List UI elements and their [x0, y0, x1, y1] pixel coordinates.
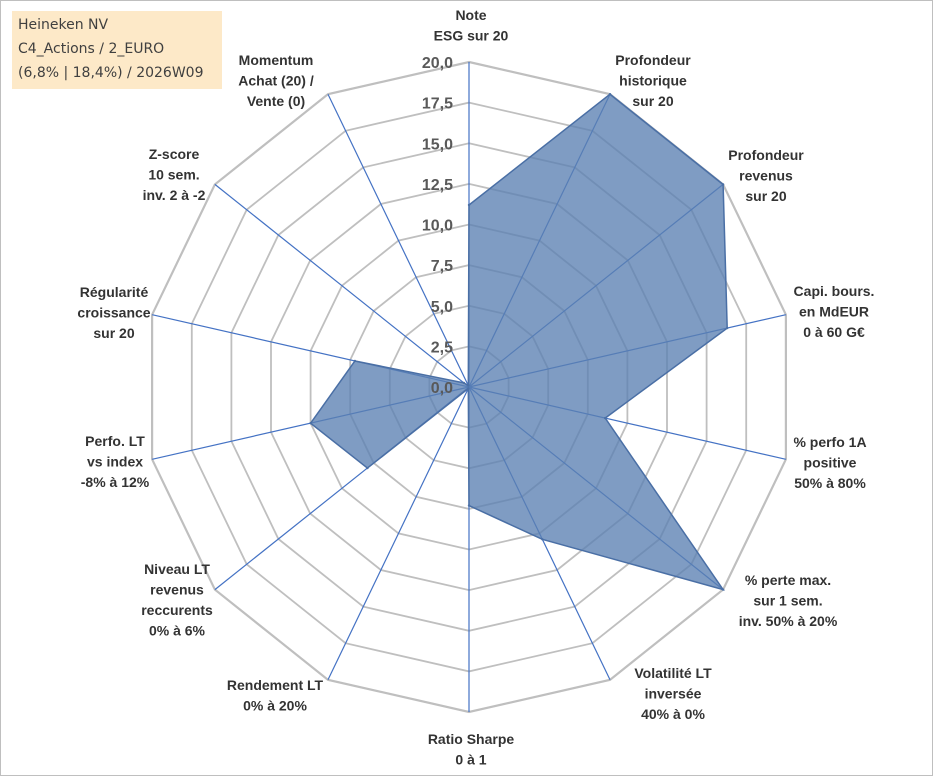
tick-label: 10,0 [422, 218, 453, 235]
axis-label: Niveau LT revenus reccurents 0% à 6% [141, 561, 213, 639]
axis-label: % perte max. sur 1 sem. inv. 50% à 20% [739, 572, 838, 629]
series-point [467, 504, 471, 507]
axis-spoke [327, 93, 470, 388]
series-point [309, 422, 312, 425]
tick-label: 20,0 [422, 55, 453, 72]
title-line-3: (6,8% | 18,4%) / 2026W09 [18, 65, 204, 81]
tick-layer: 0,0 2,5 5,0 7,5 10,0 12,5 15,0 17,5 20,0 [422, 55, 453, 397]
axis-label: Profondeur historique sur 20 [615, 52, 691, 109]
series-layer [309, 93, 729, 591]
series-point [366, 466, 369, 470]
axis-label: % perfo 1A positive 50% à 80% [793, 434, 866, 491]
tick-label: 5,0 [431, 299, 453, 316]
axis-label: Ratio Sharpe 0 à 1 [428, 731, 515, 768]
axis-label: Capi. bours. en MdEUR 0 à 60 G€ [794, 283, 875, 340]
tick-label: 12,5 [422, 177, 453, 194]
axis-label: Rendement LT 0% à 20% [227, 677, 324, 714]
axis-label: Perfo. LT vs index -8% à 12% [81, 433, 150, 490]
axis-label: Z-score 10 sem. inv. 2 à -2 [143, 146, 206, 203]
tick-label: 15,0 [422, 136, 453, 153]
title-line-2: C4_Actions / 2_EURO [18, 41, 165, 57]
series-point [353, 359, 357, 363]
axis-spoke [327, 386, 470, 681]
series-point [467, 384, 470, 387]
tick-label: 7,5 [431, 258, 453, 275]
axis-label: Régularité croissance sur 20 [77, 284, 150, 341]
series-point [721, 183, 725, 186]
series-point [467, 387, 470, 390]
series-point [608, 93, 612, 96]
title-line-1: Heineken NV [18, 17, 109, 33]
series-area [309, 93, 728, 591]
axis-label: Momentum Achat (20) / Vente (0) [238, 52, 314, 109]
series-point [604, 416, 607, 420]
series-point [467, 203, 471, 207]
tick-label: 17,5 [422, 96, 453, 113]
axis-spoke [214, 183, 470, 388]
tick-label: 0,0 [431, 380, 453, 397]
series-point [541, 538, 544, 541]
axis-label: Profondeur revenus sur 20 [728, 147, 804, 204]
label-layer: Note ESG sur 20 Profondeur historique sur 20… [77, 7, 874, 768]
tick-label: 2,5 [431, 339, 453, 356]
series-point [726, 326, 729, 330]
axis-label: Note ESG sur 20 [434, 7, 509, 44]
series-point [462, 381, 466, 385]
axis-label: Volatilité LT inversée 40% à 0% [634, 665, 712, 722]
title-box: Heineken NV C4_Actions / 2_EURO (6,8% | … [12, 11, 222, 89]
series-point [721, 588, 725, 591]
